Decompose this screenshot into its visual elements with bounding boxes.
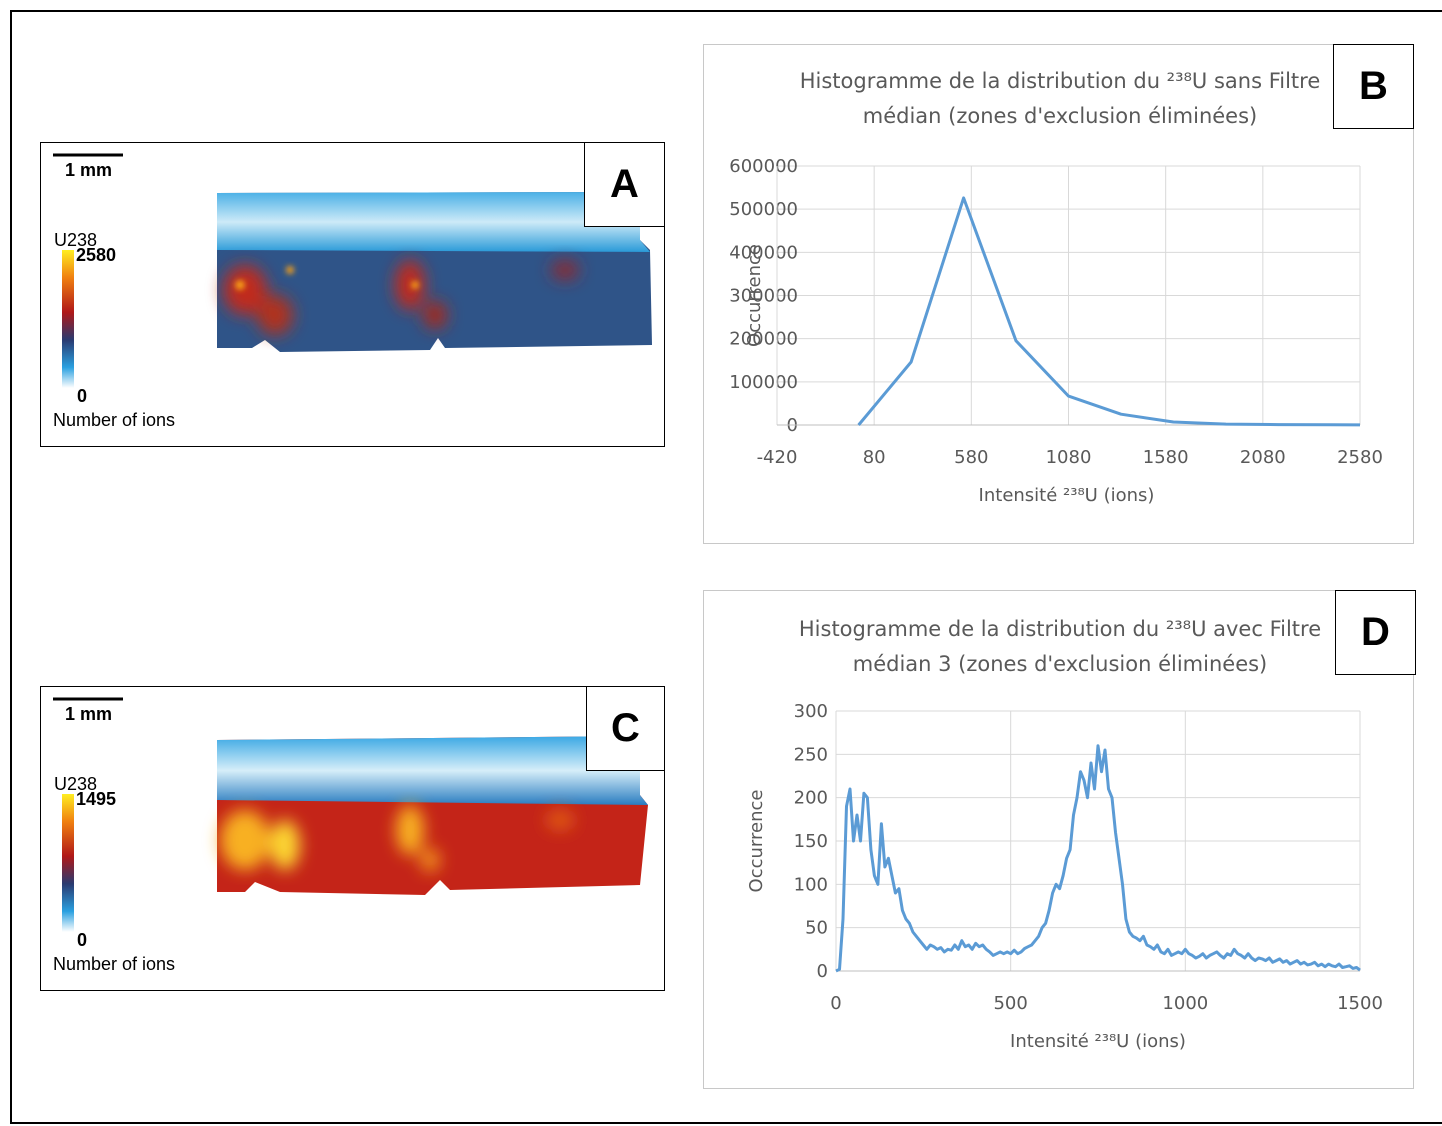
- chart-title: Histogramme de la distribution du ²³⁸U a…: [798, 617, 1322, 676]
- x-tick-label: 1580: [1143, 447, 1189, 468]
- y-tick-label: 400000: [729, 242, 798, 263]
- panel-label: C: [586, 686, 665, 771]
- colorbar-caption: Number of ions: [53, 954, 175, 974]
- chart-panel-d: [703, 590, 1414, 1089]
- y-tick-label: 300: [794, 701, 828, 722]
- panel-label: D: [1335, 590, 1416, 675]
- colorbar-title: U238: [54, 774, 97, 794]
- x-tick-label: 0: [830, 993, 841, 1014]
- x-tick-label: 2580: [1337, 447, 1383, 468]
- panel-label: B: [1333, 44, 1414, 129]
- x-axis-title: Intensité ²³⁸U (ions): [979, 485, 1155, 506]
- x-tick-label: 1000: [1162, 993, 1208, 1014]
- colorbar-min: 0: [77, 930, 87, 950]
- x-tick-label: -420: [757, 447, 798, 468]
- heatmap-c: [217, 736, 648, 895]
- x-tick-label: 80: [863, 447, 886, 468]
- panel-label: A: [584, 142, 665, 227]
- heatmap-a: [217, 192, 652, 352]
- y-tick-label: 250: [794, 744, 828, 765]
- x-tick-label: 2080: [1240, 447, 1286, 468]
- x-tick-label: 1500: [1337, 993, 1383, 1014]
- y-axis-title: Occurrence: [746, 790, 767, 893]
- x-tick-label: 580: [954, 447, 988, 468]
- x-tick-label: 1080: [1046, 447, 1092, 468]
- scale-bar-label: 1 mm: [65, 704, 112, 724]
- chart-title: Histogramme de la distribution du ²³⁸U s…: [799, 69, 1321, 128]
- data-line: [857, 196, 1361, 427]
- data-line: [835, 744, 1361, 973]
- colorbar-caption: Number of ions: [53, 410, 175, 430]
- x-axis-title: Intensité ²³⁸U (ions): [1010, 1031, 1186, 1052]
- y-tick-label: 100000: [729, 372, 798, 393]
- y-tick-label: 200: [794, 788, 828, 809]
- colorbar-min: 0: [77, 386, 87, 406]
- y-tick-label: 600000: [729, 156, 798, 177]
- y-tick-label: 50: [805, 918, 828, 939]
- y-tick-label: 100: [794, 874, 828, 895]
- chart-panel-b: [703, 44, 1414, 544]
- figure-frame: [10, 10, 1442, 1124]
- colorbar-title: U238: [54, 230, 97, 250]
- y-tick-label: 500000: [729, 199, 798, 220]
- y-tick-label: 0: [817, 961, 828, 982]
- colorbar: [62, 794, 74, 932]
- y-axis-title: Occurrence: [744, 244, 765, 347]
- y-tick-label: 200000: [729, 329, 798, 350]
- y-tick-label: 150: [794, 831, 828, 852]
- y-tick-label: 300000: [729, 286, 798, 307]
- scale-bar-label: 1 mm: [65, 160, 112, 180]
- colorbar: [62, 250, 74, 388]
- colorbar-max: 2580: [76, 245, 116, 265]
- colorbar-max: 1495: [76, 789, 116, 809]
- x-tick-label: 500: [993, 993, 1027, 1014]
